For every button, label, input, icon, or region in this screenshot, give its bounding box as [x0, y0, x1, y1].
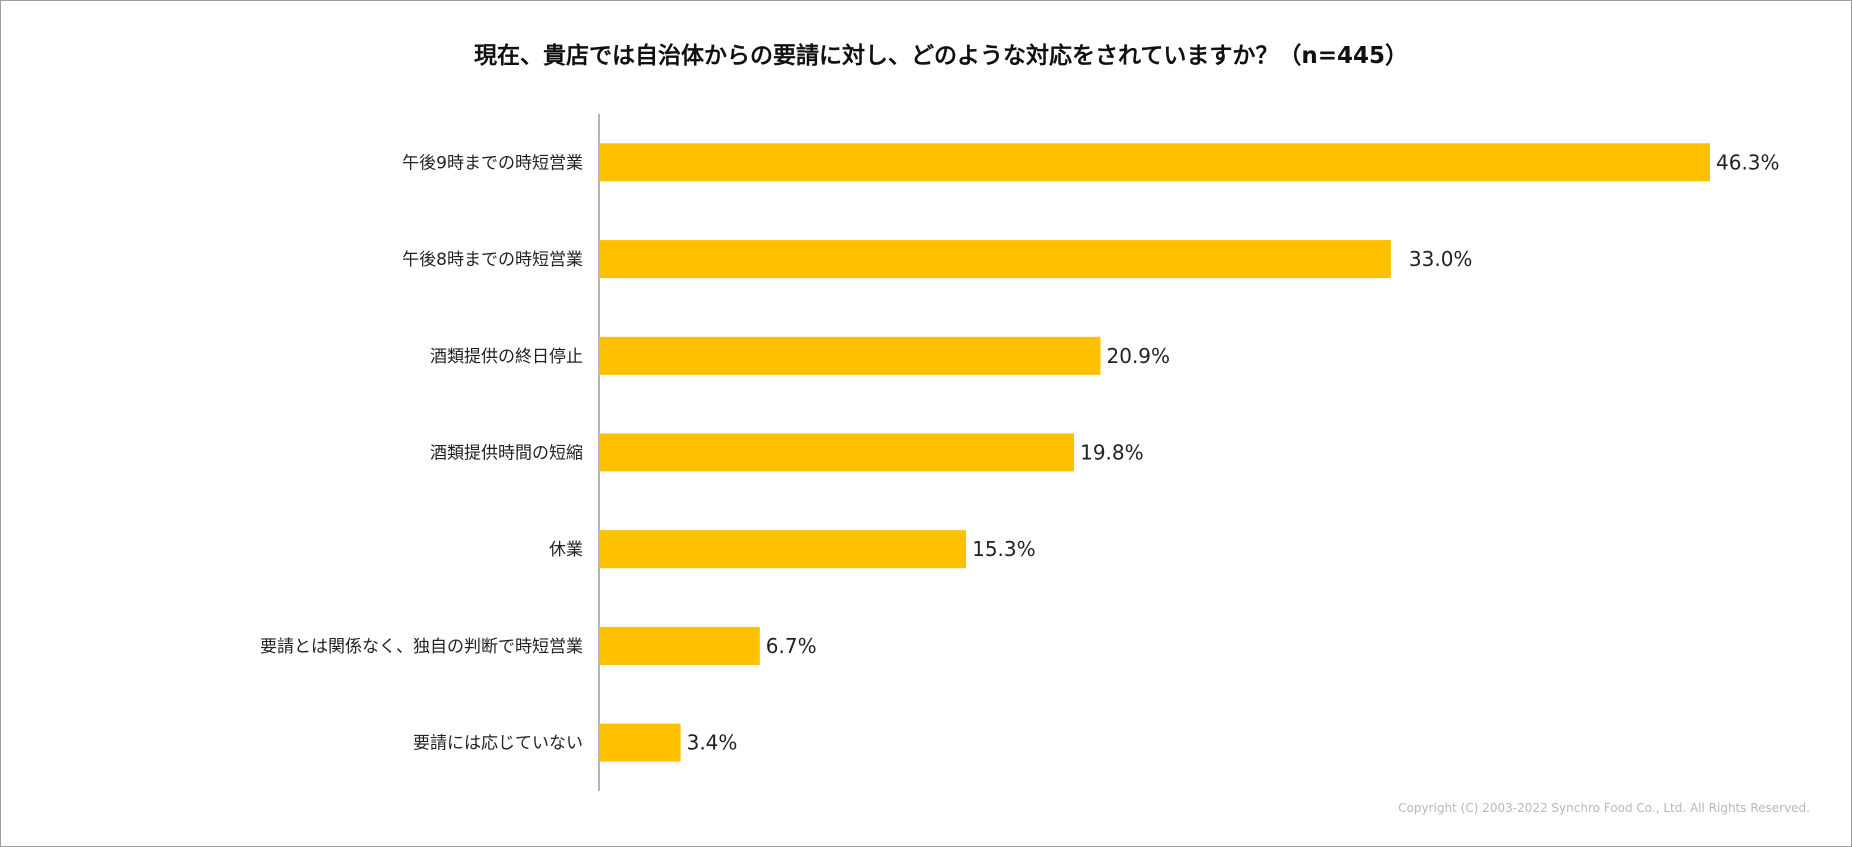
value-label-1: 46.3%: [1716, 150, 1780, 174]
value-label-5: 15.3%: [972, 537, 1036, 561]
bar-3: [599, 336, 1101, 375]
value-label-7: 3.4%: [687, 731, 738, 755]
bar-1: [599, 143, 1710, 182]
category-label-3: 酒類提供の終日停止: [430, 347, 583, 367]
category-label-5: 休業: [549, 540, 583, 560]
chart-title: 現在、貴店では自治体からの要請に対し、どのような対応をされていますか？（n=44…: [474, 42, 1408, 69]
copyright-notice: Copyright (C) 2003-2022 Synchro Food Co.…: [1398, 801, 1810, 815]
bar-7: [599, 723, 681, 762]
value-label-6: 6.7%: [766, 634, 817, 658]
bar-5: [599, 530, 967, 569]
bar-4: [599, 433, 1075, 472]
category-label-6: 要請とは関係なく、独自の判断で時短営業: [260, 637, 583, 657]
bar-6: [599, 626, 760, 665]
category-label-2: 午後8時までの時短営業: [402, 250, 583, 270]
value-label-3: 20.9%: [1107, 344, 1171, 368]
value-label-2: 33.0%: [1409, 247, 1473, 271]
category-label-7: 要請には応じていない: [413, 734, 583, 754]
bar-2: [599, 240, 1391, 279]
value-label-4: 19.8%: [1080, 440, 1144, 464]
category-label-4: 酒類提供時間の短縮: [430, 443, 583, 463]
category-label-1: 午後9時までの時短営業: [402, 153, 583, 173]
bars-group: 午後9時までの時短営業 46.3% 午後8時までの時短営業 33.0% 酒類提供の終日停…: [260, 143, 1780, 762]
